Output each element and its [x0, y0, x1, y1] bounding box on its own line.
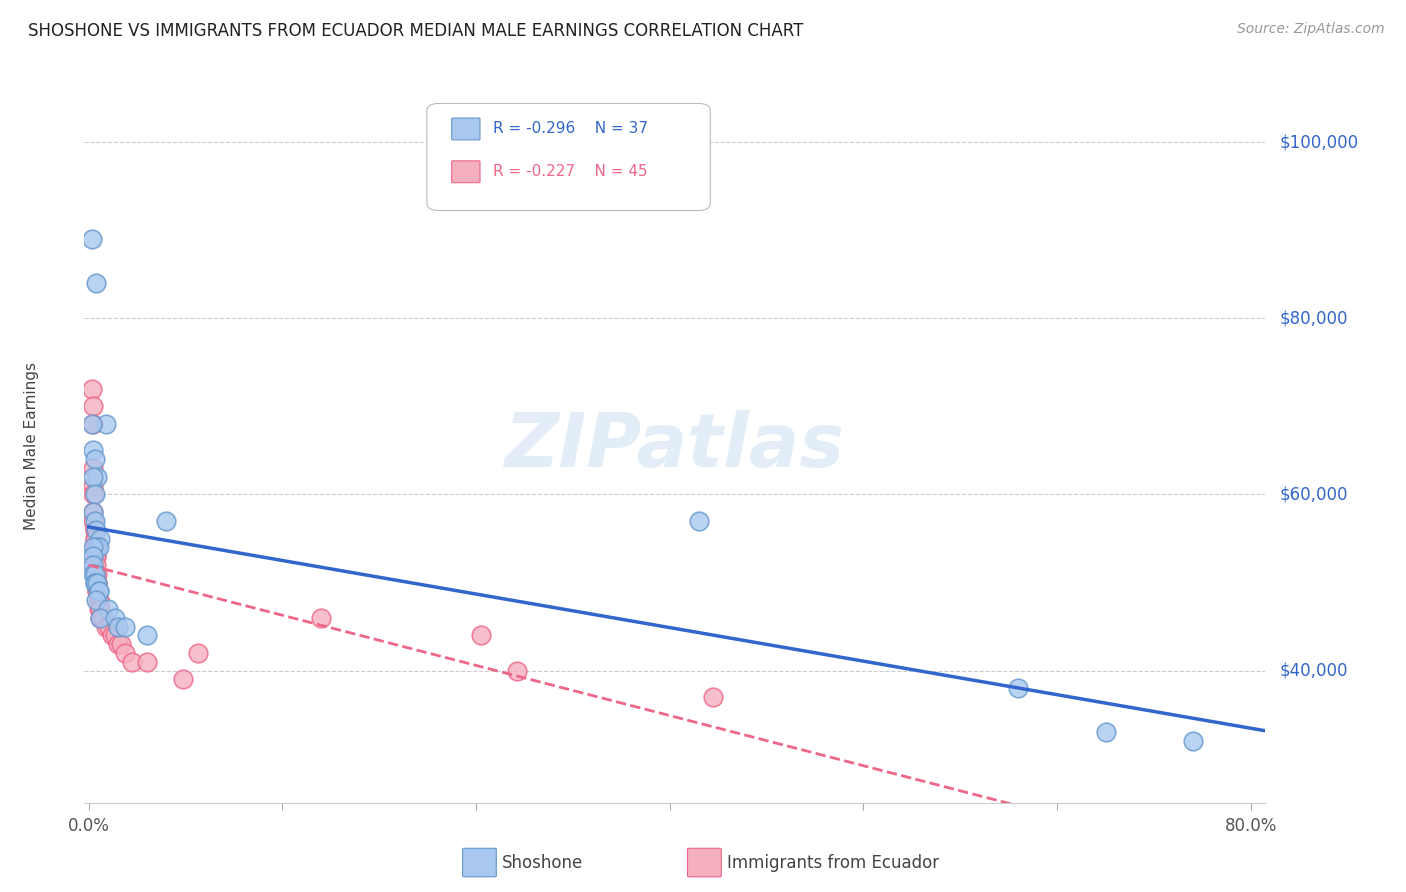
Point [94, 417, 117, 431]
Point [1181, 734, 1204, 748]
Point [84, 276, 107, 290]
Point [83, 514, 105, 528]
Point [82, 443, 104, 458]
Point [114, 619, 136, 633]
Point [87, 593, 110, 607]
Point [86, 584, 108, 599]
Text: R = -0.296    N = 37: R = -0.296 N = 37 [494, 121, 648, 136]
Point [86, 584, 108, 599]
Point [82, 505, 104, 519]
Point [110, 637, 132, 651]
Point [82, 558, 104, 572]
Point [84, 593, 107, 607]
Point [84, 558, 107, 572]
Point [506, 664, 529, 678]
Point [83, 487, 105, 501]
Point [83, 532, 105, 546]
Point [83, 523, 105, 537]
Point [87, 584, 110, 599]
Point [107, 619, 129, 633]
Text: Shoshone: Shoshone [502, 854, 583, 871]
Point [87, 593, 110, 607]
Point [82, 487, 104, 501]
Point [80, 382, 103, 396]
Point [82, 566, 104, 581]
Point [470, 628, 492, 642]
Point [94, 619, 117, 633]
Point [87, 602, 110, 616]
Point [98, 619, 121, 633]
Point [87, 541, 110, 555]
Point [82, 505, 104, 519]
Point [83, 541, 105, 555]
Point [84, 566, 107, 581]
Text: Source: ZipAtlas.com: Source: ZipAtlas.com [1237, 22, 1385, 37]
Point [84, 523, 107, 537]
Point [86, 575, 108, 590]
Point [83, 566, 105, 581]
Point [155, 514, 177, 528]
Point [172, 673, 194, 687]
Point [86, 541, 108, 555]
Text: Immigrants from Ecuador: Immigrants from Ecuador [727, 854, 939, 871]
Text: Median Male Earnings: Median Male Earnings [24, 362, 39, 530]
Point [87, 584, 110, 599]
Point [86, 470, 108, 484]
Text: ZIPatlas: ZIPatlas [505, 409, 845, 483]
Point [121, 655, 143, 669]
Point [135, 628, 157, 642]
Point [82, 461, 104, 475]
Point [82, 549, 104, 563]
Point [89, 602, 111, 616]
Text: $40,000: $40,000 [1279, 662, 1348, 680]
Point [82, 514, 104, 528]
Point [84, 549, 107, 563]
FancyBboxPatch shape [427, 103, 710, 211]
Point [82, 400, 104, 414]
Text: $60,000: $60,000 [1279, 485, 1348, 503]
Text: R = -0.227    N = 45: R = -0.227 N = 45 [494, 164, 648, 178]
Point [114, 646, 136, 660]
Text: SHOSHONE VS IMMIGRANTS FROM ECUADOR MEDIAN MALE EARNINGS CORRELATION CHART: SHOSHONE VS IMMIGRANTS FROM ECUADOR MEDI… [28, 22, 803, 40]
Point [83, 575, 105, 590]
Point [104, 628, 127, 642]
FancyBboxPatch shape [451, 118, 479, 140]
Point [82, 470, 104, 484]
Point [1094, 725, 1116, 739]
Point [104, 611, 127, 625]
Point [135, 655, 157, 669]
Point [101, 628, 124, 642]
Point [82, 417, 104, 431]
Point [187, 646, 209, 660]
Point [83, 523, 105, 537]
Point [82, 478, 104, 492]
Point [84, 541, 107, 555]
Point [86, 575, 108, 590]
Point [702, 690, 724, 704]
Text: $100,000: $100,000 [1279, 133, 1360, 151]
Point [1007, 681, 1029, 696]
Text: $80,000: $80,000 [1279, 310, 1348, 327]
Point [83, 541, 105, 555]
Point [83, 532, 105, 546]
Point [83, 575, 105, 590]
Point [309, 611, 332, 625]
FancyBboxPatch shape [451, 161, 479, 183]
Point [97, 602, 120, 616]
Point [80, 417, 103, 431]
Point [82, 541, 104, 555]
Point [89, 611, 111, 625]
Point [80, 232, 103, 246]
Point [89, 532, 111, 546]
Point [84, 549, 107, 563]
Point [91, 611, 114, 625]
Point [89, 611, 111, 625]
Point [107, 637, 129, 651]
Point [83, 452, 105, 467]
Point [688, 514, 710, 528]
Point [86, 575, 108, 590]
Point [86, 566, 108, 581]
